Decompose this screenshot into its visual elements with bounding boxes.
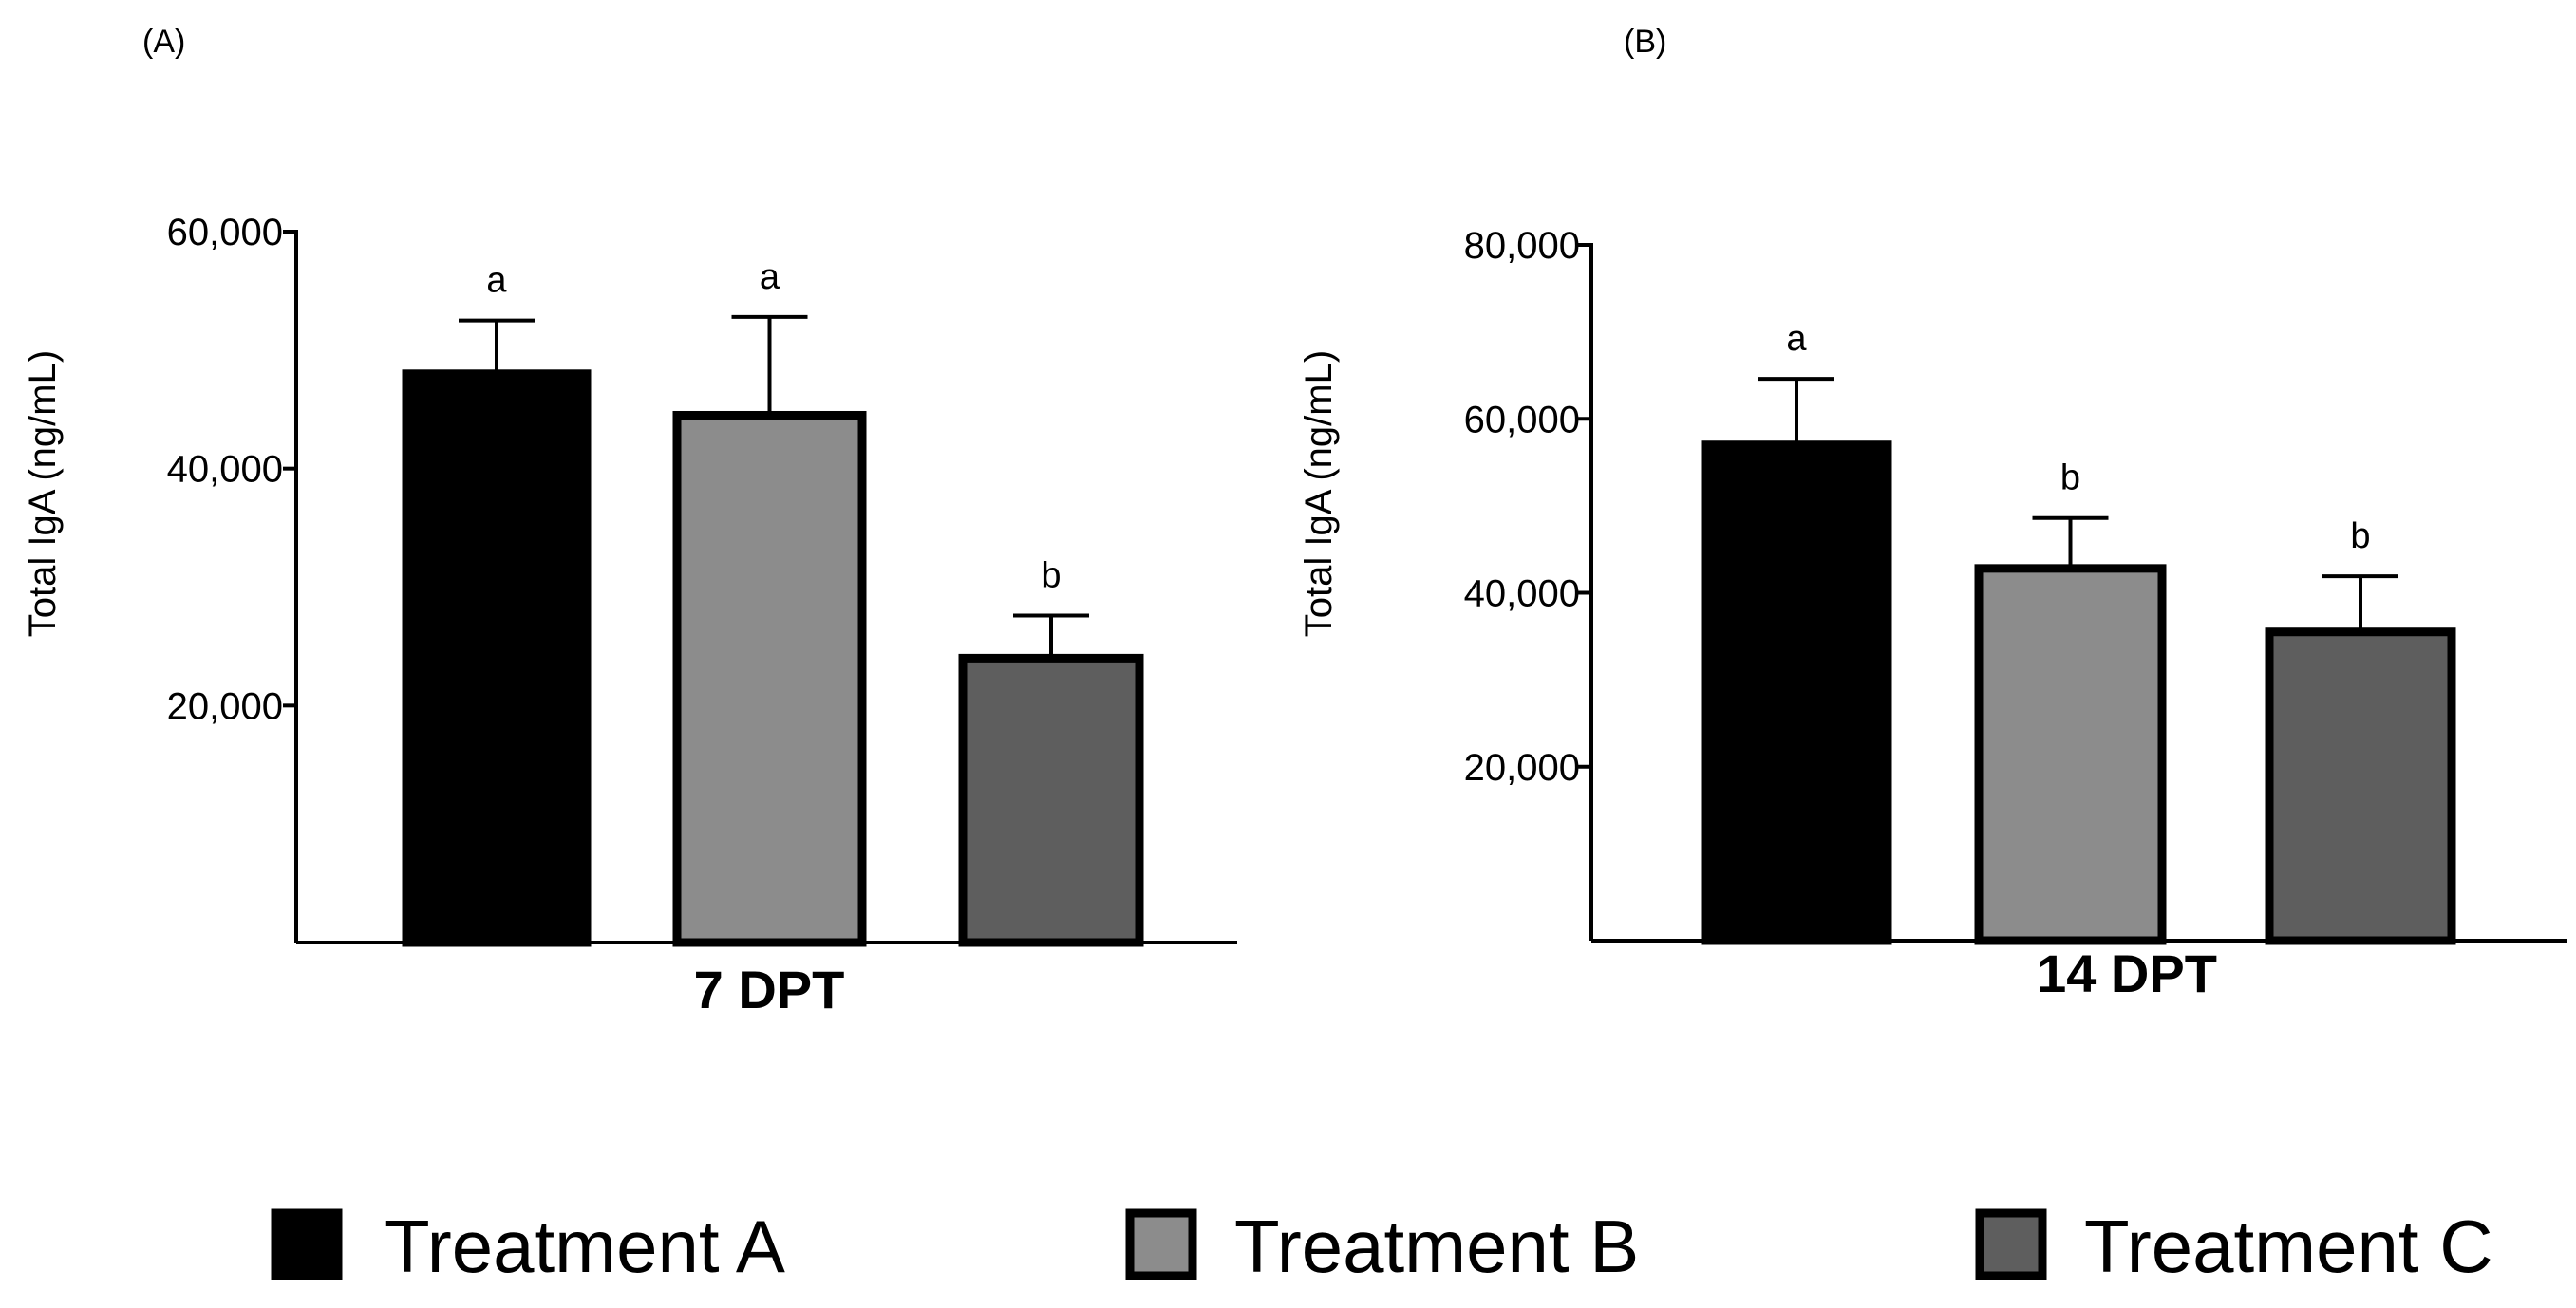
y-axis-title: Total IgA (ng/mL) <box>1298 350 1340 637</box>
legend-swatch <box>1125 1208 1197 1280</box>
bar <box>958 653 1144 947</box>
x-category-label: 14 DPT <box>2037 944 2217 1003</box>
legend-swatch <box>1975 1208 2047 1280</box>
legend: Treatment A Treatment B Treatment C <box>271 1205 2493 1288</box>
panel-label: (A) <box>142 24 185 60</box>
x-category-label: 7 DPT <box>694 960 845 1019</box>
y-tick-label: 40,000 <box>167 449 283 491</box>
legend-label: Treatment C <box>2084 1205 2493 1288</box>
bar <box>402 369 592 947</box>
significance-label: b <box>2060 458 2080 498</box>
y-tick-label: 20,000 <box>167 685 283 727</box>
significance-label: a <box>486 261 507 301</box>
chart-panel-a: (A) 20,000 40,000 60,000 Total IgA (ng/mL) a a… <box>22 24 1237 1019</box>
y-tick-label: 80,000 <box>1464 225 1580 267</box>
y-tick-label: 40,000 <box>1464 573 1580 615</box>
significance-label: b <box>1041 555 1061 595</box>
bar <box>1701 440 1892 945</box>
significance-label: a <box>1786 319 1807 359</box>
panel-label: (B) <box>1624 24 1666 60</box>
y-axis-title: Total IgA (ng/mL) <box>22 350 64 637</box>
bar <box>2265 627 2456 945</box>
significance-label: b <box>2350 516 2370 556</box>
y-tick-label: 60,000 <box>1464 399 1580 440</box>
bar <box>1974 564 2167 945</box>
significance-label: a <box>760 257 780 297</box>
bar <box>672 410 867 947</box>
chart-panel-b: (B) 20,000 40,000 60,000 80,000 Total IgA (ng… <box>1298 24 2567 1003</box>
legend-label: Treatment A <box>385 1205 785 1288</box>
y-tick-label: 60,000 <box>167 212 283 253</box>
y-tick-label: 20,000 <box>1464 747 1580 789</box>
legend-swatch <box>271 1208 343 1280</box>
legend-label: Treatment B <box>1234 1205 1639 1288</box>
